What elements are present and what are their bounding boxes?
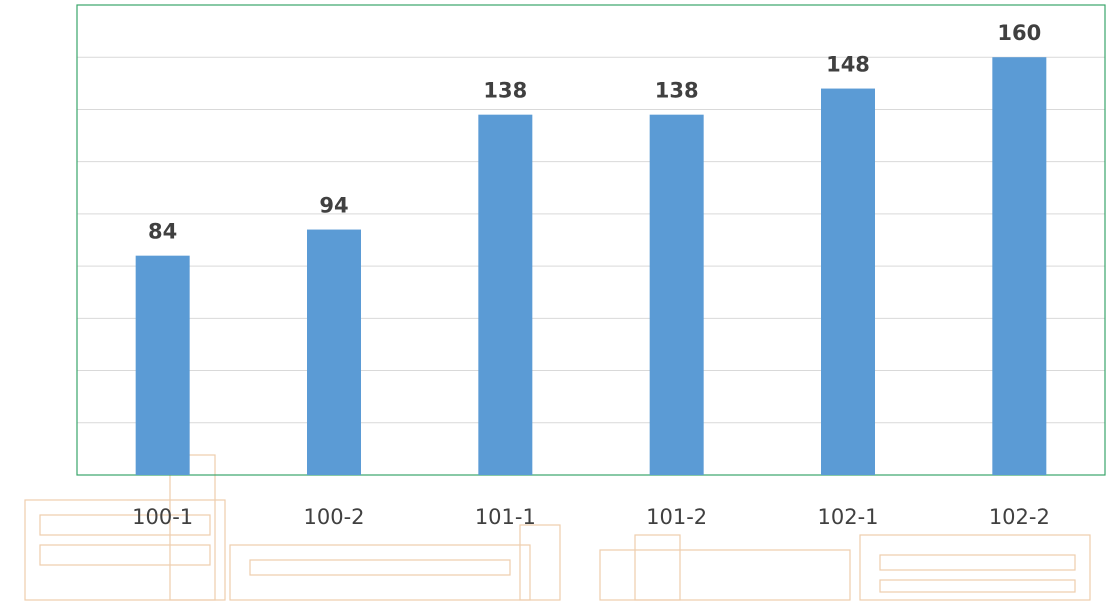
value-label: 138 <box>483 79 527 103</box>
x-tick-label: 100-1 <box>132 505 193 529</box>
value-label: 160 <box>997 21 1041 45</box>
bar <box>307 229 361 475</box>
x-tick-label: 101-2 <box>646 505 707 529</box>
bar <box>478 114 533 476</box>
bar <box>992 57 1047 475</box>
bar <box>821 88 875 476</box>
value-label: 84 <box>148 220 177 244</box>
value-label: 138 <box>655 79 699 103</box>
background-sketch <box>24 454 1091 601</box>
bar <box>135 255 190 475</box>
value-label: 94 <box>319 194 348 218</box>
x-tick-label: 101-1 <box>475 505 536 529</box>
bar <box>649 114 704 476</box>
value-label: 148 <box>826 53 870 77</box>
plot-border <box>76 4 1106 476</box>
x-tick-label: 102-2 <box>989 505 1050 529</box>
x-tick-label: 102-1 <box>817 505 878 529</box>
x-tick-label: 100-2 <box>303 505 364 529</box>
